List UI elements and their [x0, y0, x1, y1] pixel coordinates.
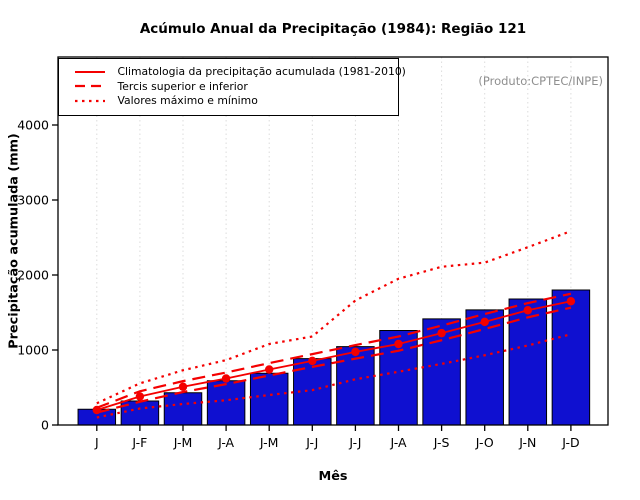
climatology-point	[437, 328, 446, 338]
x-tick-label: J-M	[173, 435, 193, 450]
legend-item-label: Tercis superior e inferior	[117, 79, 248, 93]
legend-dotted-line-sample	[74, 99, 105, 102]
product-annotation: (Produto:CPTEC/INPE)	[478, 74, 603, 88]
climatology-point	[135, 392, 145, 401]
legend-dashed-line-sample	[74, 85, 105, 88]
climatology-point	[351, 347, 360, 357]
chart-title: Acúmulo Anual da Precipitação (1984): Re…	[139, 21, 527, 37]
x-tick-label: J-F	[131, 435, 147, 450]
climatology-point	[178, 382, 188, 391]
y-tick-label: 0	[41, 417, 49, 432]
x-tick-label: J-D	[561, 435, 579, 450]
climatology-point	[221, 374, 231, 383]
bar	[249, 372, 289, 426]
x-axis-label: Mês	[318, 469, 348, 484]
y-axis-label: Precipitação acumulada (mm)	[6, 133, 22, 349]
climatology-point	[523, 306, 532, 315]
legend-box: Climatologia da precipitação acumulada (…	[57, 57, 406, 116]
bar	[163, 392, 203, 426]
max-line	[96, 230, 572, 405]
x-tick-label: J-O	[475, 435, 494, 450]
climatology-point	[566, 297, 576, 306]
climatology-point	[308, 356, 317, 366]
climatology-point	[480, 317, 489, 327]
legend-item: Valores máximo e mínimo	[59, 94, 398, 109]
x-tick-label: J	[94, 435, 99, 450]
min-line	[96, 333, 572, 419]
tercile-upper-line	[96, 292, 572, 409]
x-tick-label: J-A	[389, 435, 406, 450]
climatology-line	[96, 300, 572, 411]
legend-item: Tercis superior e inferior	[59, 79, 398, 94]
x-tick-label: J-S	[433, 435, 450, 450]
y-tick-label: 2000	[17, 267, 49, 282]
climatology-point	[394, 339, 403, 349]
legend-item-label: Valores máximo e mínimo	[117, 94, 258, 108]
y-tick-label: 1000	[17, 342, 49, 357]
y-tick-label: 4000	[17, 117, 49, 132]
x-tick-label: J-J	[305, 435, 318, 450]
x-tick-label: J-J	[348, 435, 361, 450]
tercile-lower-line	[96, 306, 572, 414]
x-tick-label: J-M	[259, 435, 279, 450]
y-tick-label: 3000	[17, 192, 49, 207]
bar	[465, 309, 504, 426]
climatology-point	[265, 365, 274, 374]
x-tick-label: J-A	[217, 435, 234, 450]
plot-box	[57, 56, 609, 426]
legend-solid-line-sample	[74, 70, 105, 73]
bar	[206, 380, 246, 426]
x-tick-label: J-N	[518, 435, 536, 450]
legend-item: Climatologia da precipitação acumulada (…	[59, 65, 406, 80]
legend-item-label: Climatologia da precipitação acumulada (…	[117, 65, 406, 79]
